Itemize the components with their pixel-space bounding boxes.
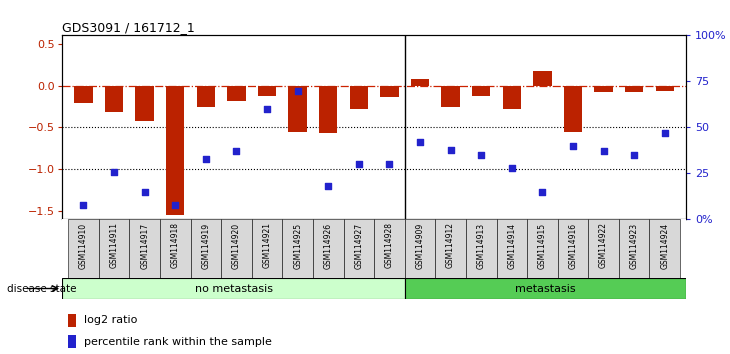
Point <box>169 202 181 207</box>
Point <box>567 143 579 149</box>
Bar <box>619 219 650 278</box>
Text: GSM114913: GSM114913 <box>477 222 485 269</box>
Bar <box>344 219 374 278</box>
Bar <box>166 86 185 215</box>
Text: GSM114914: GSM114914 <box>507 222 516 269</box>
Bar <box>405 278 686 299</box>
Text: GSM114925: GSM114925 <box>293 222 302 269</box>
Bar <box>411 79 429 86</box>
Text: GSM114917: GSM114917 <box>140 222 149 269</box>
Text: GDS3091 / 161712_1: GDS3091 / 161712_1 <box>62 21 195 34</box>
Text: GSM114928: GSM114928 <box>385 222 394 268</box>
Bar <box>319 86 337 133</box>
Bar <box>564 86 583 132</box>
Point <box>323 183 334 189</box>
Point <box>659 130 671 136</box>
Point <box>292 88 304 93</box>
Bar <box>594 86 612 92</box>
Bar <box>588 219 619 278</box>
Bar <box>503 86 521 109</box>
Bar <box>62 278 405 299</box>
Text: percentile rank within the sample: percentile rank within the sample <box>84 337 272 347</box>
Text: GSM114919: GSM114919 <box>201 222 210 269</box>
Bar <box>191 219 221 278</box>
Point <box>414 139 426 145</box>
Point <box>598 149 610 154</box>
Text: GSM114921: GSM114921 <box>263 222 272 268</box>
Point <box>108 169 120 175</box>
Bar <box>625 86 643 92</box>
Bar <box>435 219 466 278</box>
Text: GSM114911: GSM114911 <box>110 222 118 268</box>
Bar <box>374 219 404 278</box>
Bar <box>160 219 191 278</box>
Bar <box>136 86 154 121</box>
Bar <box>69 314 76 327</box>
Bar <box>656 86 674 91</box>
Text: no metastasis: no metastasis <box>195 284 273 293</box>
Bar <box>227 86 245 101</box>
Bar <box>533 70 552 86</box>
Bar <box>404 219 435 278</box>
Point <box>445 147 456 152</box>
Text: GSM114910: GSM114910 <box>79 222 88 269</box>
Point <box>139 189 150 195</box>
Bar <box>466 219 496 278</box>
Bar <box>442 86 460 107</box>
Text: GSM114909: GSM114909 <box>415 222 425 269</box>
Point <box>383 161 395 167</box>
Point <box>475 152 487 158</box>
Point <box>506 165 518 171</box>
Bar <box>283 219 313 278</box>
Bar <box>258 86 276 97</box>
Text: GSM114924: GSM114924 <box>660 222 669 269</box>
Bar <box>129 219 160 278</box>
Bar <box>650 219 680 278</box>
Bar <box>558 219 588 278</box>
Text: GSM114926: GSM114926 <box>323 222 333 269</box>
Bar <box>68 219 99 278</box>
Text: metastasis: metastasis <box>515 284 576 293</box>
Point <box>353 161 365 167</box>
Bar <box>527 219 558 278</box>
Bar <box>288 86 307 132</box>
Bar <box>221 219 252 278</box>
Point <box>537 189 548 195</box>
Point <box>77 202 89 207</box>
Bar <box>99 219 129 278</box>
Text: log2 ratio: log2 ratio <box>84 315 137 325</box>
Text: GSM114916: GSM114916 <box>569 222 577 269</box>
Point <box>200 156 212 161</box>
Point <box>629 152 640 158</box>
Text: GSM114922: GSM114922 <box>599 222 608 268</box>
Text: GSM114912: GSM114912 <box>446 222 455 268</box>
Bar <box>105 86 123 112</box>
Bar <box>472 86 491 96</box>
Text: GSM114918: GSM114918 <box>171 222 180 268</box>
Bar <box>196 86 215 107</box>
Bar <box>350 86 368 109</box>
Bar <box>496 219 527 278</box>
Text: GSM114927: GSM114927 <box>354 222 364 269</box>
Bar <box>313 219 344 278</box>
Point <box>261 106 273 112</box>
Bar <box>69 335 76 348</box>
Text: disease state: disease state <box>7 284 77 294</box>
Text: GSM114923: GSM114923 <box>630 222 639 269</box>
Point <box>231 149 242 154</box>
Bar <box>380 86 399 97</box>
Bar <box>74 86 93 103</box>
Text: GSM114915: GSM114915 <box>538 222 547 269</box>
Text: GSM114920: GSM114920 <box>232 222 241 269</box>
Bar <box>252 219 283 278</box>
